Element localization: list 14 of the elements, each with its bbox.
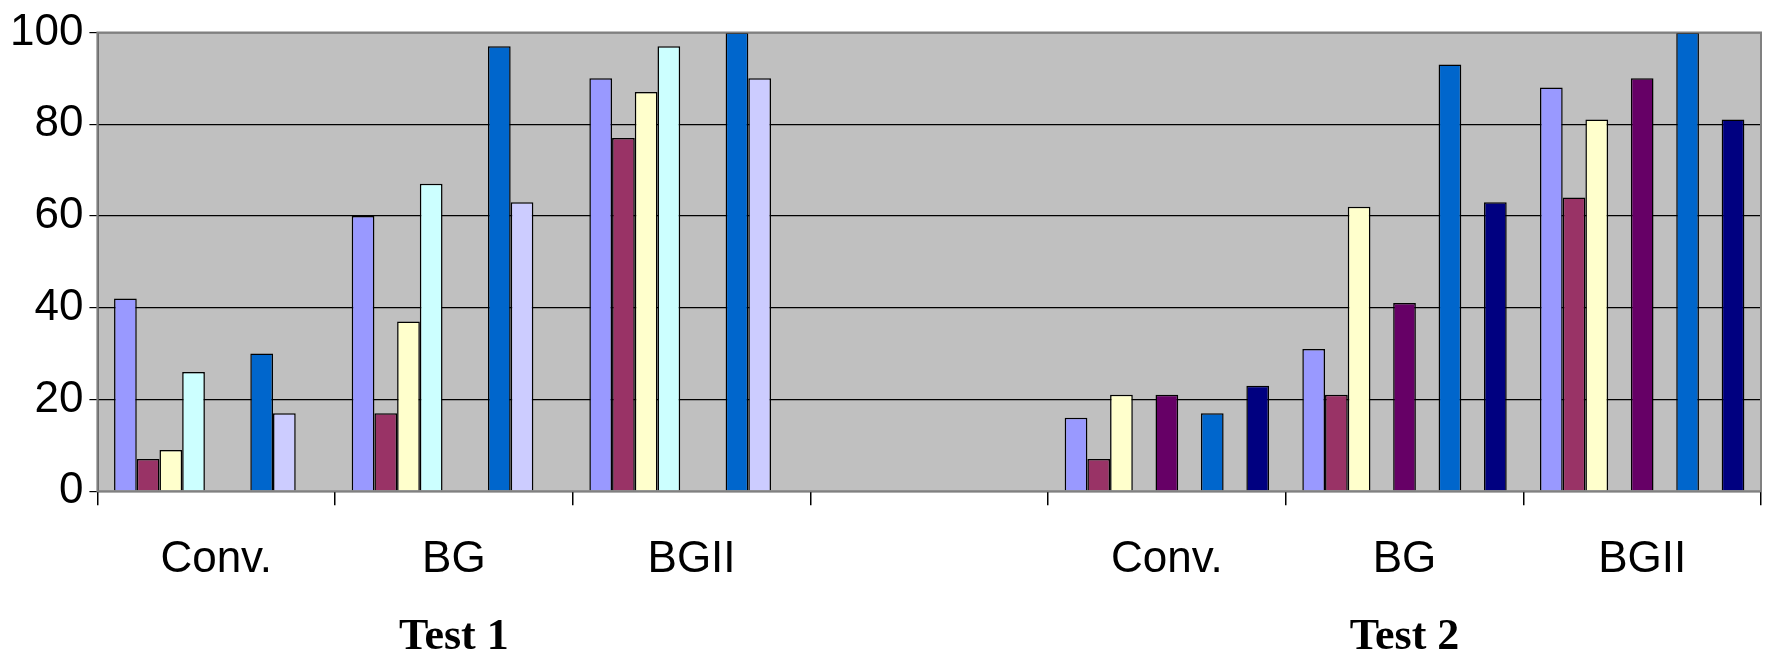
y-tick-label: 20: [34, 371, 84, 421]
x-tick-label: Conv.: [160, 531, 273, 581]
y-tick-label: 40: [34, 279, 84, 329]
x-tick-label: BG: [422, 531, 486, 581]
text: Test 2: [1349, 610, 1460, 660]
x-tick-label: Conv.: [1111, 531, 1223, 581]
text: Test 1: [399, 610, 509, 660]
y-tick-label: 60: [34, 188, 84, 238]
x-tick-label: BGII: [1598, 531, 1687, 581]
x-tick-label: BGII: [647, 531, 736, 581]
x-tick-label: BG: [1372, 531, 1437, 581]
y-tick-label: 0: [58, 463, 84, 513]
y-tick-label: 100: [9, 4, 84, 54]
y-tick-label: 80: [34, 96, 84, 146]
